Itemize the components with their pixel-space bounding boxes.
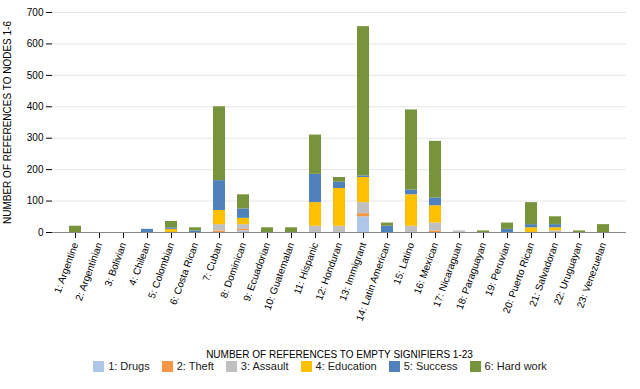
svg-text:14: Latin American: 14: Latin American xyxy=(354,241,393,323)
html-text:3: Assault: 3: Assault xyxy=(240,360,289,372)
svg-text:NUMBER OF REFERENCES TO EMPTY: NUMBER OF REFERENCES TO EMPTY SIGNIFIERS… xyxy=(206,349,473,360)
svg-text:10: Guatemalan: 10: Guatemalan xyxy=(262,241,297,312)
svg-text:200: 200 xyxy=(27,164,44,175)
svg-text:600: 600 xyxy=(27,38,44,49)
svg-text:400: 400 xyxy=(27,101,44,112)
svg-text:1: Argentine: 1: Argentine xyxy=(52,240,81,294)
svg-text:13: Immigrant: 13: Immigrant xyxy=(337,240,369,303)
svg-text:7: Cuban: 7: Cuban xyxy=(200,241,224,283)
svg-text:300: 300 xyxy=(27,132,44,143)
svg-text:19: Peruvian: 19: Peruvian xyxy=(482,240,513,298)
html-text:5: Success: 5: Success xyxy=(403,360,458,372)
svg-text:22: Uruguayan: 22: Uruguayan xyxy=(551,240,585,307)
html-text:6: Hard work: 6: Hard work xyxy=(484,360,547,372)
html-text:4: Education: 4: Education xyxy=(315,360,377,372)
svg-text:21: Salvadoran: 21: Salvadoran xyxy=(527,240,561,308)
svg-text:20: Puerto Rican: 20: Puerto Rican xyxy=(500,240,537,315)
svg-text:NUMBER OF REFERENCES TO NODES: NUMBER OF REFERENCES TO NODES 1-6 xyxy=(2,21,13,224)
svg-text:2: Argentinian: 2: Argentinian xyxy=(73,241,104,302)
html-text:2: Theft: 2: Theft xyxy=(176,360,214,372)
svg-text:12: Honduran: 12: Honduran xyxy=(313,240,345,302)
svg-text:23: Venezuelan: 23: Venezuelan xyxy=(574,241,608,310)
svg-text:16: Mexican: 16: Mexican xyxy=(412,241,441,295)
svg-text:11: Hispanic: 11: Hispanic xyxy=(291,240,321,296)
svg-text:500: 500 xyxy=(27,70,44,81)
svg-text:18: Paraguayan: 18: Paraguayan xyxy=(454,241,488,311)
svg-text:0: 0 xyxy=(38,227,44,238)
svg-text:9: Ecuadorian: 9: Ecuadorian xyxy=(240,240,273,303)
svg-text:4: Chilean: 4: Chilean xyxy=(127,241,153,287)
svg-text:700: 700 xyxy=(27,7,44,18)
svg-text:3: Bolivian: 3: Bolivian xyxy=(102,241,128,288)
svg-text:100: 100 xyxy=(27,195,44,206)
html-text:1: Drugs: 1: Drugs xyxy=(108,360,150,372)
svg-text:17: Nicaraguan: 17: Nicaraguan xyxy=(430,240,465,309)
svg-text:15: Latino: 15: Latino xyxy=(391,240,417,285)
svg-text:5: Colombian: 5: Colombian xyxy=(145,240,177,300)
svg-text:6: Costa Rican: 6: Costa Rican xyxy=(168,241,201,306)
svg-text:8: Dominican: 8: Dominican xyxy=(218,240,249,300)
